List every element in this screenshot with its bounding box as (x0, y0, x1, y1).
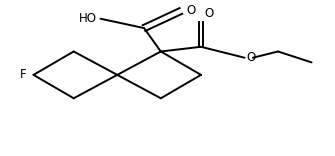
Text: O: O (186, 4, 195, 17)
Text: O: O (204, 7, 214, 20)
Text: HO: HO (79, 12, 97, 25)
Text: O: O (246, 51, 256, 64)
Text: F: F (20, 68, 27, 81)
